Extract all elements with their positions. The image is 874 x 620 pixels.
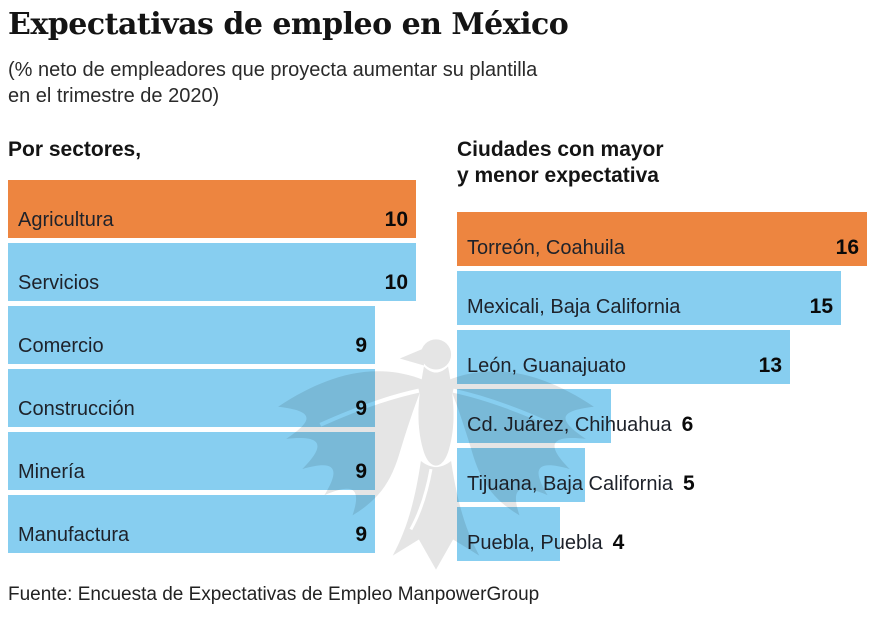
bar-value: 16 [835, 236, 859, 259]
source-note: Fuente: Encuesta de Expectativas de Empl… [8, 584, 540, 605]
bar-row: Minería 9 [8, 432, 416, 490]
cities-panel-heading: Ciudades con mayor y menor expectativa [457, 138, 664, 187]
bar [8, 180, 416, 238]
bar-text: León, Guanajuato 13 [457, 354, 790, 378]
bar-text: Minería 9 [8, 460, 375, 484]
bar-label: Puebla, Puebla [467, 532, 603, 554]
bar-row: Torreón, Coahuila 16 [457, 212, 867, 266]
bar-text: Puebla, Puebla 4 [457, 531, 632, 555]
bar-label: Cd. Juárez, Chihuahua [467, 414, 672, 436]
chart-subtitle: (% neto de empleadores que proyecta aume… [8, 59, 538, 107]
bar [8, 306, 375, 364]
bar-label: Construcción [18, 398, 135, 420]
bar-value: 13 [758, 354, 782, 377]
bar-row: Manufactura 9 [8, 495, 416, 553]
bar-row: León, Guanajuato 13 [457, 330, 867, 384]
bar-value: 4 [612, 531, 625, 554]
bar-value: 9 [355, 334, 367, 357]
bar-text: Manufactura 9 [8, 523, 375, 547]
bar-label: Torreón, Coahuila [467, 237, 625, 259]
bar-text: Construcción 9 [8, 397, 375, 421]
bar-row: Tijuana, Baja California 5 [457, 448, 867, 502]
bar-value: 10 [384, 208, 408, 231]
bar-label: Agricultura [18, 209, 114, 231]
chart-panel-cities: Torreón, Coahuila 16 Mexicali, Baja Califo… [457, 212, 867, 566]
bar-label: Manufactura [18, 524, 130, 546]
bar-row: Construcción 9 [8, 369, 416, 427]
bar-text: Cd. Juárez, Chihuahua 6 [457, 413, 701, 437]
bar-row: Agricultura 10 [8, 180, 416, 238]
page-title: Expectativas de empleo en México [8, 7, 569, 42]
bar-value: 9 [355, 460, 367, 483]
bar [8, 243, 416, 301]
bar-value: 10 [384, 271, 408, 294]
bar-text: Agricultura 10 [8, 208, 416, 232]
bar-value: 5 [683, 472, 695, 495]
bar-row: Mexicali, Baja California 15 [457, 271, 867, 325]
bar-label: Tijuana, Baja California [467, 473, 674, 495]
bar-text: Comercio 9 [8, 334, 375, 358]
bar-text: Mexicali, Baja California 15 [457, 295, 841, 319]
bar-text: Tijuana, Baja California 5 [457, 472, 703, 496]
bar [457, 271, 841, 325]
bar-label: Minería [18, 461, 85, 483]
bar-text: Servicios 10 [8, 271, 416, 295]
sectors-panel-heading: Por sectores, [8, 138, 142, 161]
bar-row: Puebla, Puebla 4 [457, 507, 867, 561]
bar-label: León, Guanajuato [467, 355, 627, 377]
bar [457, 212, 867, 266]
bar-label: Mexicali, Baja California [467, 296, 681, 318]
bar-label: Comercio [18, 335, 104, 357]
chart-panel-sectors: Agricultura 10 Servicios 10 Comercio 9 Constru… [8, 180, 416, 558]
bar-value: 9 [355, 397, 367, 420]
bar-text: Torreón, Coahuila 16 [457, 236, 867, 260]
bar-row: Servicios 10 [8, 243, 416, 301]
bar-value: 9 [355, 523, 367, 546]
bar-value: 15 [809, 295, 833, 318]
bar-label: Servicios [18, 272, 100, 294]
bar-value: 6 [681, 413, 694, 436]
bar-row: Cd. Juárez, Chihuahua 6 [457, 389, 867, 443]
bar-row: Comercio 9 [8, 306, 416, 364]
